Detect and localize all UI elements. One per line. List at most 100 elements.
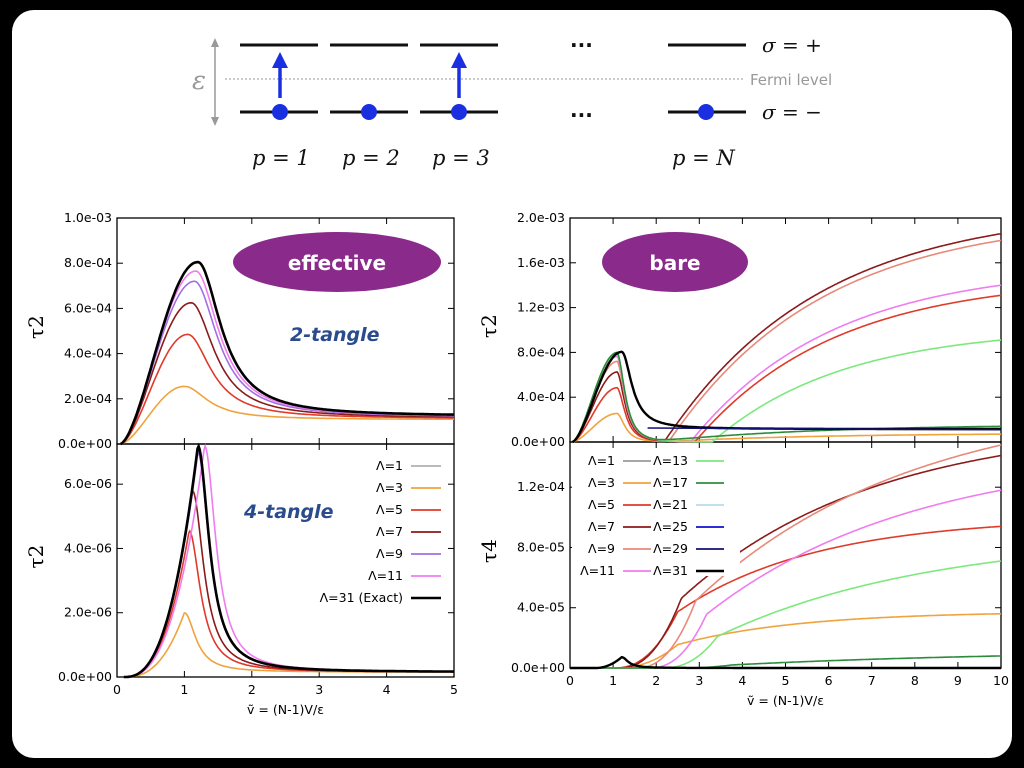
series-line bbox=[120, 333, 454, 445]
legend-label: Λ=29 bbox=[653, 541, 688, 556]
y-tick-label: 1.2e-04 bbox=[517, 479, 565, 494]
x-tick-label: 9 bbox=[954, 673, 962, 688]
x-tick-label: 1 bbox=[180, 682, 188, 697]
x-tick-label: 3 bbox=[315, 682, 323, 697]
axes-lb: 0.0e+00 2.0e-06 4.0e-06 6.0e-06 0 1 2 3 4 5 τ2 ṽ = … bbox=[24, 443, 458, 717]
series-line bbox=[570, 655, 1001, 670]
legend-label: Λ=7 bbox=[376, 524, 403, 539]
series-line bbox=[571, 294, 1002, 443]
series-bare-2tangle bbox=[571, 232, 1002, 444]
y-tick-label: 1.2e-03 bbox=[517, 300, 565, 315]
level-diagram: ε Fermi level ··· ··· σ = + σ = − p = 1 … bbox=[192, 33, 832, 170]
plots: 0.0e+00 2.0e-04 4.0e-04 6.0e-04 8.0e-04 1.0e-… bbox=[24, 210, 1009, 717]
legend-label: Λ=21 bbox=[653, 497, 688, 512]
legend-label: Λ=17 bbox=[653, 475, 688, 490]
svg-text:bare: bare bbox=[649, 251, 700, 275]
y-tick-label: 6.0e-04 bbox=[64, 300, 112, 315]
y-tick-label: 0.0e+00 bbox=[511, 660, 565, 675]
series-line bbox=[119, 260, 455, 446]
legend-label: Λ=9 bbox=[376, 546, 403, 561]
dots-top: ··· bbox=[570, 33, 593, 57]
legend-label: Λ=25 bbox=[653, 519, 688, 534]
y-tick-label: 8.0e-04 bbox=[517, 344, 565, 359]
x-tick-label: 6 bbox=[825, 673, 833, 688]
x-tick-label: 4 bbox=[383, 682, 391, 697]
legend-label: Λ=9 bbox=[588, 541, 615, 556]
y-tick-label: 8.0e-04 bbox=[64, 255, 112, 270]
legend-right: Λ=1 Λ=3 Λ=5 Λ=7 Λ=9 Λ=11 Λ=13 Λ=17 Λ=21 Λ=25 Λ=29 Λ… bbox=[580, 453, 724, 578]
x-tick-label: 3 bbox=[695, 673, 703, 688]
x-tick-label: 0 bbox=[113, 682, 121, 697]
badge-bare: bare bbox=[602, 232, 748, 292]
x-axis-label: ṽ = (N-1)V/ε bbox=[747, 693, 824, 708]
y-tick-label: 4.0e-05 bbox=[517, 600, 565, 615]
svg-text:effective: effective bbox=[288, 251, 386, 275]
excitation-arrow-icon bbox=[272, 52, 288, 68]
legend-label: Λ=3 bbox=[376, 480, 403, 495]
x-tick-label: 2 bbox=[652, 673, 660, 688]
legend-label: Λ=5 bbox=[376, 502, 403, 517]
y-tick-label: 1.6e-03 bbox=[517, 255, 565, 270]
series-effective-4tangle bbox=[123, 442, 454, 679]
y-tick-label: 2.0e-03 bbox=[517, 210, 565, 225]
y-tick-label: 4.0e-06 bbox=[64, 540, 112, 555]
page-background bbox=[12, 10, 1012, 758]
y-tick-label: 8.0e-05 bbox=[517, 539, 565, 554]
y-tick-label: 0.0e+00 bbox=[511, 434, 565, 449]
series-line bbox=[120, 301, 455, 445]
y-tick-label: 2.0e-04 bbox=[64, 391, 112, 406]
x-tick-label: 4 bbox=[738, 673, 746, 688]
dots-bottom: ··· bbox=[570, 103, 593, 127]
series-line bbox=[572, 412, 1001, 443]
excitation-arrow-icon bbox=[451, 52, 467, 68]
y-axis-label: τ2 bbox=[24, 545, 48, 569]
y-axis-label: τ4 bbox=[477, 539, 501, 563]
y-tick-label: 4.0e-04 bbox=[517, 389, 565, 404]
panel-label-4-tangle: 4-tangle bbox=[243, 501, 334, 523]
legend-label: Λ=5 bbox=[588, 497, 615, 512]
x-tick-label: 5 bbox=[450, 682, 458, 697]
y-tick-label: 1.0e-03 bbox=[64, 210, 112, 225]
site-label: p = 2 bbox=[342, 146, 400, 170]
y-tick-label: 4.0e-04 bbox=[64, 346, 112, 361]
electron-1 bbox=[272, 104, 288, 120]
x-tick-label: 10 bbox=[993, 673, 1009, 688]
y-tick-label: 0.0e+00 bbox=[58, 669, 112, 684]
series-line bbox=[570, 655, 1002, 669]
axes-lt: 0.0e+00 2.0e-04 4.0e-04 6.0e-04 8.0e-04 1.0e-… bbox=[24, 210, 455, 451]
fermi-label: Fermi level bbox=[750, 71, 832, 89]
legend-label: Λ=31 (Exact) bbox=[320, 590, 403, 605]
x-tick-label: 7 bbox=[868, 673, 876, 688]
legend-label: Λ=13 bbox=[653, 453, 688, 468]
electron-3 bbox=[451, 104, 467, 120]
x-tick-label: 1 bbox=[609, 673, 617, 688]
badge-effective: effective bbox=[233, 232, 441, 292]
series-line bbox=[570, 613, 1001, 669]
series-line bbox=[571, 351, 1001, 443]
y-tick-label: 0.0e+00 bbox=[58, 436, 112, 451]
x-axis-label: ṽ = (N-1)V/ε bbox=[247, 702, 324, 717]
series-line bbox=[123, 442, 454, 679]
y-tick-label: 6.0e-06 bbox=[64, 476, 112, 491]
legend-label: Λ=3 bbox=[588, 475, 615, 490]
y-tick-label: 2.0e-06 bbox=[64, 605, 112, 620]
legend-label: Λ=1 bbox=[376, 458, 403, 473]
panel-frame bbox=[116, 443, 455, 678]
electron-2 bbox=[361, 104, 377, 120]
series-line bbox=[120, 385, 454, 445]
legend-label: Λ=11 bbox=[580, 563, 615, 578]
x-tick-label: 2 bbox=[248, 682, 256, 697]
series-line bbox=[570, 454, 1002, 669]
legend-right-bg bbox=[572, 448, 740, 576]
legend-label: Λ=31 bbox=[653, 563, 688, 578]
site-label: p = N bbox=[672, 146, 735, 170]
x-tick-label: 5 bbox=[782, 673, 790, 688]
site-label: p = 3 bbox=[432, 146, 490, 170]
series-effective-2tangle bbox=[119, 260, 455, 446]
sigma-minus-label: σ = − bbox=[762, 100, 822, 124]
y-axis-label: τ2 bbox=[477, 314, 501, 338]
series-line bbox=[647, 427, 1002, 431]
x-tick-label: 8 bbox=[911, 673, 919, 688]
